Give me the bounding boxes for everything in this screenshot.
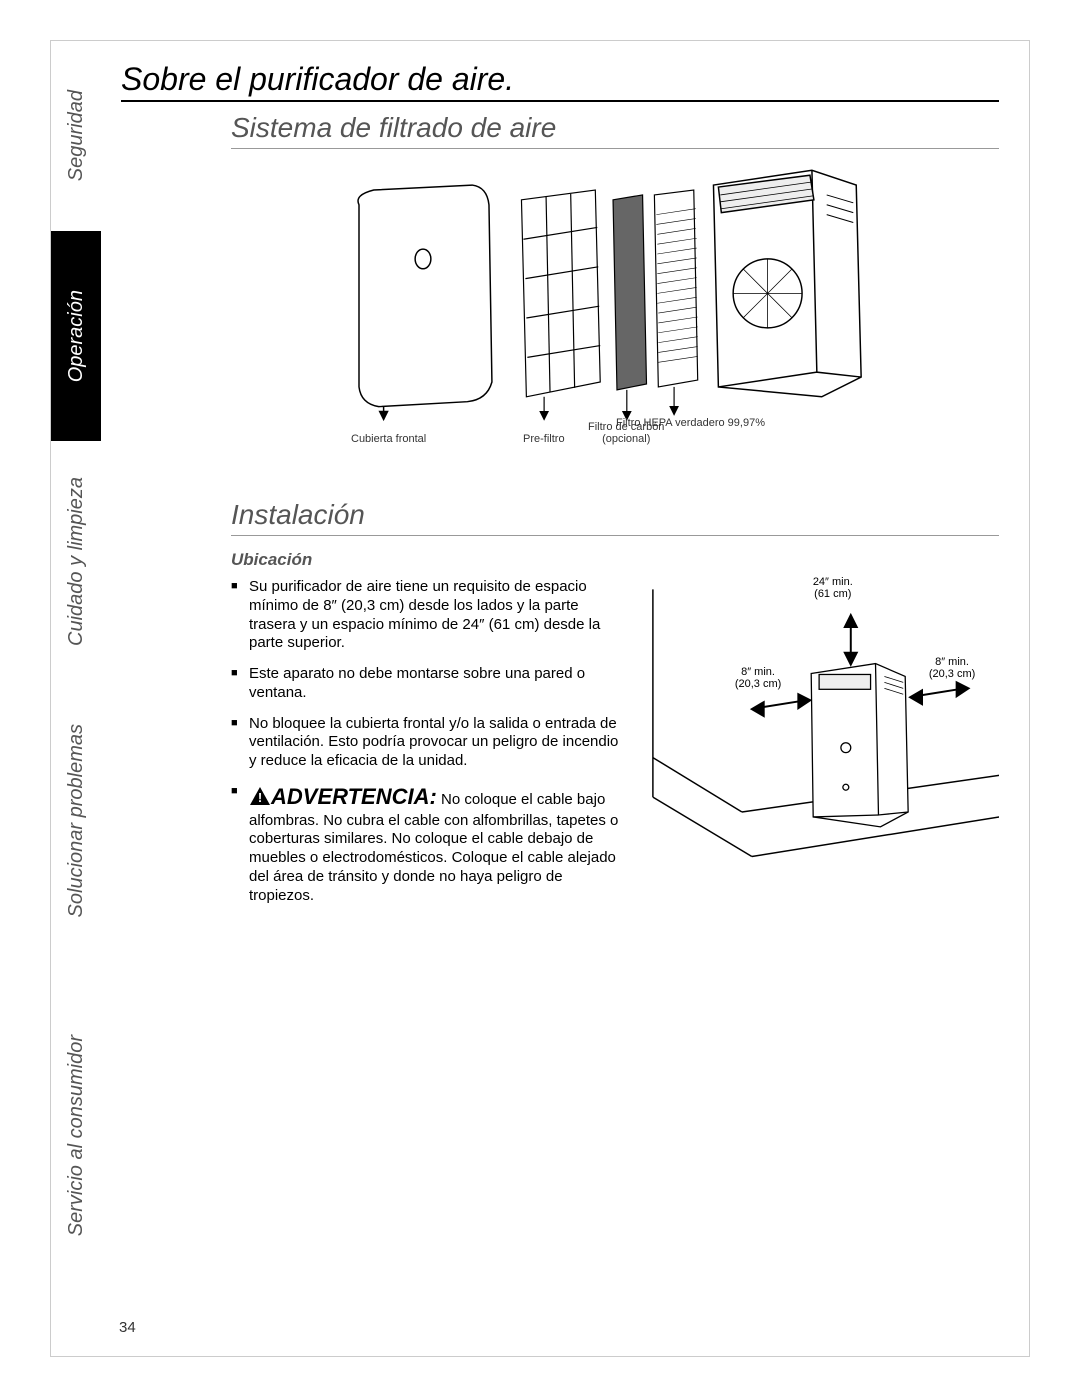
text-column: Su purificador de aire tiene un requisit… [231, 578, 623, 917]
clearance-top-l2: (61 cm) [814, 588, 851, 600]
section-rule-2 [231, 535, 999, 536]
label-prefiltro: Pre-filtro [523, 433, 565, 445]
clearance-right: 8″ min. (20,3 cm) [929, 656, 975, 680]
page-title: Sobre el purificador de aire. [121, 61, 999, 98]
tab-cuidado: Cuidado y limpieza [51, 441, 101, 681]
tab-operacion: Operación [51, 231, 101, 441]
bullet-item: Este aparato no debe montarse sobre una … [231, 665, 623, 703]
main-content: Sobre el purificador de aire. Sistema de… [111, 41, 1029, 1356]
tab-label: Solucionar problemas [65, 724, 88, 917]
page-frame: Seguridad Operación Cuidado y limpieza S… [50, 40, 1030, 1357]
section-rule [231, 148, 999, 149]
tab-label: Servicio al consumidor [65, 1035, 88, 1236]
title-rule [121, 100, 999, 102]
tab-servicio: Servicio al consumidor [51, 961, 101, 1311]
section-install-title: Instalación [231, 499, 999, 531]
tab-label: Seguridad [65, 90, 88, 181]
tab-solucionar: Solucionar problemas [51, 681, 101, 961]
clearance-diagram: 24″ min. (61 cm) 8″ min. (20,3 cm) 8″ mi… [643, 578, 999, 858]
clearance-top: 24″ min. (61 cm) [813, 576, 853, 600]
body-columns: Su purificador de aire tiene un requisit… [231, 578, 999, 917]
tab-label: Operación [65, 290, 88, 382]
bullet-warning: ! ADVERTENCIA: No coloque el cable bajo … [231, 783, 623, 906]
clearance-top-l1: 24″ min. [813, 576, 853, 588]
clearance-left-l1: 8″ min. [741, 666, 775, 678]
page-number: 34 [119, 1319, 136, 1336]
sidebar-tabs: Seguridad Operación Cuidado y limpieza S… [51, 41, 101, 1356]
label-cubierta: Cubierta frontal [351, 433, 426, 445]
clearance-svg [643, 578, 999, 858]
clearance-left: 8″ min. (20,3 cm) [735, 666, 781, 690]
tab-label: Cuidado y limpieza [65, 477, 88, 646]
bullet-list: Su purificador de aire tiene un requisit… [231, 578, 623, 905]
clearance-right-l2: (20,3 cm) [929, 668, 975, 680]
warning-triangle-icon: ! [249, 786, 271, 812]
bullet-item: Su purificador de aire tiene un requisit… [231, 578, 623, 653]
label-carbon-l2: (opcional) [602, 433, 650, 445]
clearance-right-l1: 8″ min. [935, 656, 969, 668]
clearance-left-l2: (20,3 cm) [735, 678, 781, 690]
svg-text:!: ! [258, 790, 262, 805]
label-hepa: Filtro HEPA verdadero 99,97% [616, 417, 765, 429]
subsection-ubicacion: Ubicación [231, 550, 999, 570]
section-filtration-title: Sistema de filtrado de aire [231, 112, 999, 144]
bullet-item: No bloquee la cubierta frontal y/o la sa… [231, 715, 623, 771]
warning-label: ADVERTENCIA: [271, 784, 437, 809]
filtration-diagram: Cubierta frontal Pre-filtro Filtro de ca… [231, 163, 999, 473]
tab-seguridad: Seguridad [51, 41, 101, 231]
